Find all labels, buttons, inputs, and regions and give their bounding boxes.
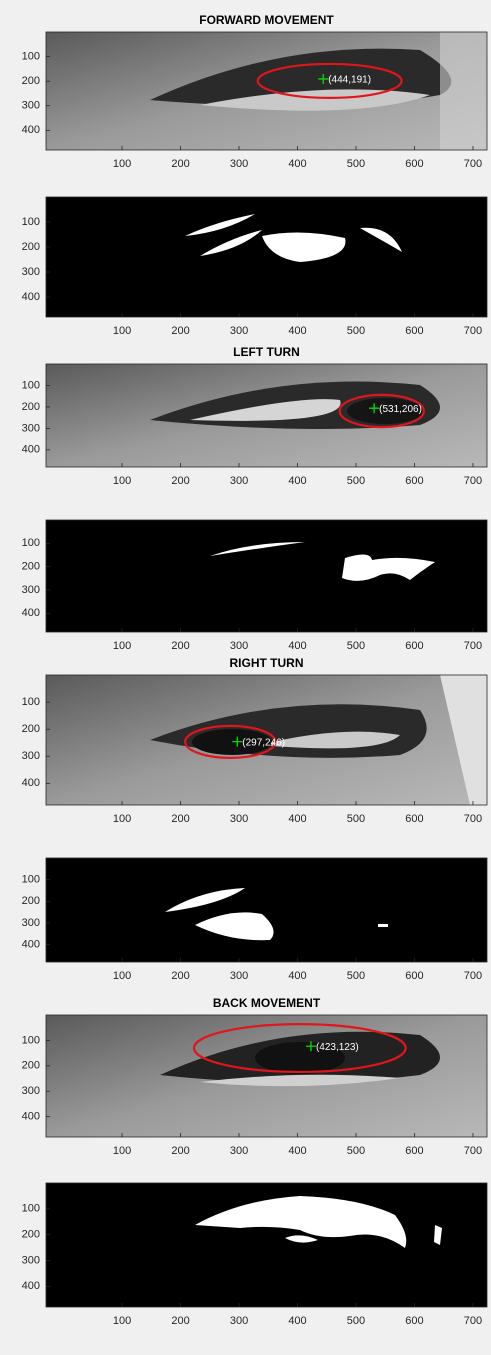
y-tick-label: 100	[22, 696, 40, 708]
x-tick-label: 500	[347, 640, 365, 652]
x-tick-label: 500	[347, 325, 365, 337]
y-tick-label: 400	[22, 444, 40, 456]
y-tick-label: 300	[22, 100, 40, 112]
x-tick-label: 300	[230, 1145, 248, 1157]
x-tick-label: 300	[230, 1315, 248, 1327]
x-tick-label: 100	[113, 640, 131, 652]
x-tick-label: 700	[464, 970, 482, 982]
point-label: (297,246)	[242, 737, 285, 748]
y-tick-label: 200	[22, 1229, 40, 1241]
y-tick-label: 200	[22, 75, 40, 87]
x-tick-label: 100	[113, 158, 131, 170]
x-tick-label: 600	[405, 640, 423, 652]
x-tick-label: 400	[288, 1145, 306, 1157]
x-tick-label: 500	[347, 1145, 365, 1157]
x-tick-label: 300	[230, 475, 248, 487]
x-tick-label: 500	[347, 1315, 365, 1327]
x-tick-label: 600	[405, 1315, 423, 1327]
y-tick-label: 400	[22, 291, 40, 303]
x-tick-label: 100	[113, 1145, 131, 1157]
y-tick-label: 200	[22, 561, 40, 573]
y-tick-label: 200	[22, 401, 40, 413]
point-label: (531,206)	[379, 404, 422, 415]
x-tick-label: 500	[347, 970, 365, 982]
y-tick-label: 200	[22, 1060, 40, 1072]
y-tick-label: 100	[22, 1203, 40, 1215]
x-tick-label: 400	[288, 640, 306, 652]
x-tick-label: 200	[171, 475, 189, 487]
x-tick-label: 400	[288, 325, 306, 337]
point-label: (423,123)	[316, 1042, 359, 1053]
x-tick-label: 200	[171, 1145, 189, 1157]
y-tick-label: 100	[22, 216, 40, 228]
x-tick-label: 500	[347, 813, 365, 825]
x-tick-label: 400	[288, 158, 306, 170]
y-tick-label: 100	[22, 537, 40, 549]
y-tick-label: 400	[22, 1280, 40, 1292]
x-tick-label: 700	[464, 325, 482, 337]
y-tick-label: 300	[22, 1085, 40, 1097]
x-tick-label: 100	[113, 325, 131, 337]
x-tick-label: 500	[347, 158, 365, 170]
chart-title: LEFT TURN	[233, 345, 300, 359]
x-tick-label: 100	[113, 970, 131, 982]
x-tick-label: 200	[171, 325, 189, 337]
x-tick-label: 100	[113, 1315, 131, 1327]
x-tick-label: 400	[288, 813, 306, 825]
x-tick-label: 600	[405, 158, 423, 170]
y-tick-label: 200	[22, 895, 40, 907]
x-tick-label: 300	[230, 813, 248, 825]
figure: FORWARD MOVEMENT 100 200 300 400 500 600 700 100…	[0, 0, 491, 1355]
x-tick-label: 700	[464, 1145, 482, 1157]
x-tick-label: 600	[405, 970, 423, 982]
chart-title: FORWARD MOVEMENT	[199, 13, 334, 27]
x-tick-label: 700	[464, 475, 482, 487]
x-tick-label: 700	[464, 158, 482, 170]
y-tick-label: 100	[22, 379, 40, 391]
y-tick-label: 200	[22, 723, 40, 735]
point-label: (444,191)	[328, 75, 371, 86]
x-tick-label: 300	[230, 970, 248, 982]
y-tick-label: 300	[22, 1254, 40, 1266]
x-tick-label: 200	[171, 158, 189, 170]
x-tick-label: 600	[405, 1145, 423, 1157]
x-tick-label: 300	[230, 158, 248, 170]
x-tick-label: 400	[288, 475, 306, 487]
y-tick-label: 300	[22, 584, 40, 596]
x-tick-label: 200	[171, 813, 189, 825]
x-tick-label: 100	[113, 475, 131, 487]
y-tick-label: 100	[22, 50, 40, 62]
x-tick-label: 100	[113, 813, 131, 825]
y-tick-label: 400	[22, 124, 40, 136]
x-tick-label: 200	[171, 640, 189, 652]
y-tick-label: 400	[22, 1111, 40, 1123]
y-tick-label: 100	[22, 874, 40, 886]
y-tick-label: 100	[22, 1034, 40, 1046]
chart-title: BACK MOVEMENT	[213, 996, 321, 1010]
y-tick-label: 400	[22, 939, 40, 951]
x-tick-label: 300	[230, 640, 248, 652]
x-tick-label: 500	[347, 475, 365, 487]
y-tick-label: 300	[22, 750, 40, 762]
x-tick-label: 400	[288, 1315, 306, 1327]
y-tick-label: 300	[22, 917, 40, 929]
x-tick-label: 300	[230, 325, 248, 337]
x-tick-label: 600	[405, 325, 423, 337]
x-tick-label: 200	[171, 1315, 189, 1327]
y-tick-label: 300	[22, 266, 40, 278]
y-tick-label: 400	[22, 607, 40, 619]
y-tick-label: 200	[22, 241, 40, 253]
x-tick-label: 700	[464, 1315, 482, 1327]
x-tick-label: 400	[288, 970, 306, 982]
y-tick-label: 300	[22, 422, 40, 434]
x-tick-label: 200	[171, 970, 189, 982]
x-tick-label: 600	[405, 475, 423, 487]
chart-title: RIGHT TURN	[230, 656, 304, 670]
x-tick-label: 700	[464, 640, 482, 652]
x-tick-label: 700	[464, 813, 482, 825]
x-tick-label: 600	[405, 813, 423, 825]
y-tick-label: 400	[22, 777, 40, 789]
